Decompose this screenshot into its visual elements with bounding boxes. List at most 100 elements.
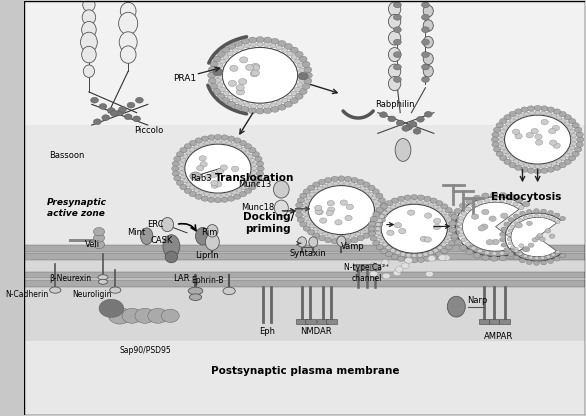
Bar (370, 265, 380, 270)
Circle shape (299, 56, 307, 62)
Circle shape (244, 44, 250, 48)
Text: Rabphilin: Rabphilin (375, 100, 414, 109)
Circle shape (200, 162, 207, 167)
Circle shape (490, 256, 498, 261)
Circle shape (519, 244, 524, 248)
Circle shape (548, 129, 556, 134)
Circle shape (492, 198, 497, 202)
Circle shape (541, 106, 548, 111)
Circle shape (302, 208, 308, 212)
Circle shape (184, 188, 192, 193)
Bar (25, 245, 585, 252)
Circle shape (220, 165, 227, 170)
Circle shape (382, 211, 387, 215)
Circle shape (248, 37, 257, 43)
Bar (25, 253, 585, 260)
Ellipse shape (83, 65, 94, 77)
Circle shape (374, 204, 380, 208)
Circle shape (118, 106, 127, 112)
Circle shape (227, 43, 236, 50)
Circle shape (556, 250, 560, 253)
Ellipse shape (98, 279, 107, 284)
Circle shape (297, 198, 304, 203)
Circle shape (205, 174, 212, 180)
Circle shape (236, 89, 244, 95)
Circle shape (519, 162, 524, 166)
Circle shape (571, 142, 576, 146)
Circle shape (333, 181, 338, 186)
Ellipse shape (389, 2, 401, 16)
Circle shape (373, 200, 379, 204)
Circle shape (417, 195, 424, 200)
Circle shape (554, 213, 560, 217)
Circle shape (244, 103, 250, 107)
Circle shape (189, 186, 195, 190)
Circle shape (404, 195, 411, 200)
Circle shape (380, 112, 387, 118)
Circle shape (391, 198, 398, 203)
Circle shape (386, 246, 391, 250)
Circle shape (541, 119, 548, 125)
Circle shape (395, 203, 400, 207)
Text: Vamp: Vamp (341, 243, 365, 251)
Circle shape (108, 307, 131, 324)
Circle shape (328, 183, 333, 186)
Circle shape (221, 140, 226, 144)
Circle shape (535, 165, 540, 168)
Circle shape (370, 236, 377, 241)
Circle shape (183, 179, 188, 183)
Circle shape (315, 209, 322, 214)
Circle shape (315, 205, 322, 210)
Circle shape (302, 83, 310, 89)
Circle shape (499, 238, 505, 242)
Circle shape (407, 210, 415, 215)
Circle shape (449, 221, 456, 226)
Text: Eph: Eph (259, 327, 275, 337)
Circle shape (194, 145, 199, 149)
Circle shape (448, 227, 454, 230)
Circle shape (241, 186, 246, 190)
Circle shape (297, 64, 303, 68)
Circle shape (561, 119, 566, 122)
Circle shape (424, 196, 431, 201)
Circle shape (298, 78, 305, 82)
Circle shape (287, 51, 293, 56)
Circle shape (421, 52, 430, 57)
Circle shape (396, 120, 404, 126)
Circle shape (461, 238, 466, 242)
Circle shape (383, 273, 390, 279)
Circle shape (433, 249, 438, 253)
Circle shape (299, 222, 307, 227)
Circle shape (239, 191, 247, 197)
Circle shape (504, 115, 511, 120)
Circle shape (451, 214, 458, 220)
Circle shape (539, 237, 545, 241)
Circle shape (217, 93, 225, 99)
Circle shape (210, 140, 215, 144)
Circle shape (204, 141, 209, 145)
Text: Liprin: Liprin (195, 251, 219, 260)
Circle shape (509, 111, 516, 117)
Text: Translocation: Translocation (214, 173, 294, 183)
Circle shape (459, 203, 466, 208)
Circle shape (508, 218, 514, 222)
Ellipse shape (120, 2, 136, 20)
Circle shape (303, 204, 308, 208)
Text: LAR: LAR (173, 274, 190, 282)
Circle shape (376, 245, 383, 250)
Text: Docking/
priming: Docking/ priming (243, 212, 294, 234)
Text: Veli: Veli (85, 240, 100, 249)
Circle shape (546, 216, 550, 219)
Circle shape (393, 64, 401, 70)
Circle shape (507, 233, 512, 236)
Circle shape (499, 119, 507, 124)
Circle shape (482, 193, 489, 198)
Circle shape (478, 226, 485, 231)
Circle shape (284, 101, 292, 107)
Circle shape (499, 198, 505, 202)
Circle shape (99, 299, 124, 317)
Circle shape (381, 260, 389, 265)
Circle shape (312, 233, 320, 238)
Circle shape (189, 141, 196, 146)
Circle shape (245, 183, 250, 186)
